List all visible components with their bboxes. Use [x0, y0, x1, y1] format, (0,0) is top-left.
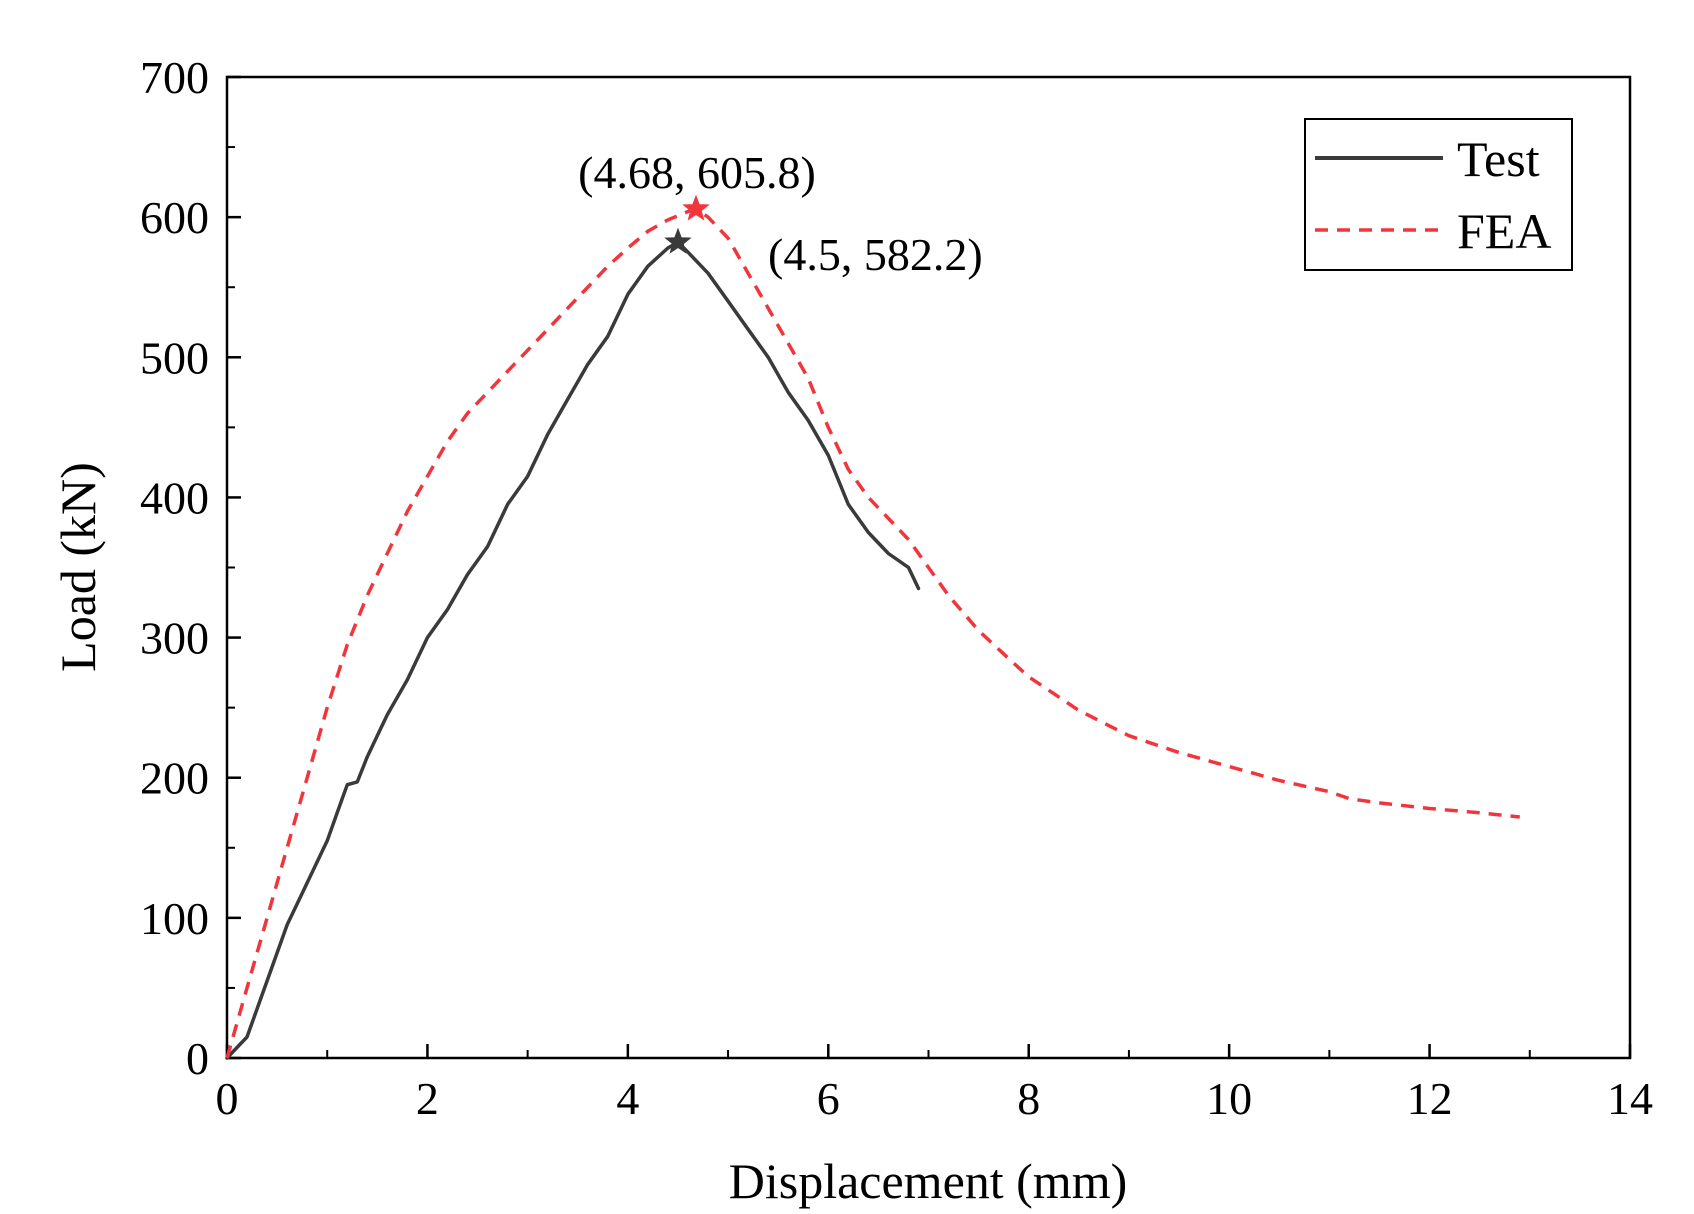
peak-markers	[664, 194, 710, 254]
y-tick-label: 200	[140, 753, 209, 804]
axis-ticks	[225, 75, 1632, 1060]
y-tick-label: 700	[140, 52, 209, 103]
x-tick-label: 2	[416, 1073, 439, 1124]
x-tick-label: 14	[1607, 1073, 1653, 1124]
x-tick-label: 8	[1017, 1073, 1040, 1124]
y-tick-label: 600	[140, 192, 209, 243]
fea-peak-annotation: (4.68, 605.8)	[578, 147, 816, 198]
y-tick-label: 400	[140, 472, 209, 523]
y-tick-label: 100	[140, 893, 209, 944]
series-line-fea	[225, 207, 1520, 1059]
legend-box	[1304, 118, 1573, 271]
x-tick-label: 12	[1407, 1073, 1453, 1124]
y-tick-label: 0	[186, 1033, 209, 1084]
legend-label-test: Test	[1457, 131, 1540, 187]
x-tick-label: 6	[817, 1073, 840, 1124]
peak-star-fea	[682, 194, 710, 221]
series-line-test	[225, 240, 921, 1060]
series-lines	[225, 207, 1520, 1060]
test-peak-annotation: (4.5, 582.2)	[768, 229, 983, 280]
x-tick-label: 10	[1206, 1073, 1252, 1124]
legend-label-fea: FEA	[1457, 203, 1551, 259]
y-tick-label: 300	[140, 613, 209, 664]
legend: Test FEA	[1304, 118, 1573, 271]
axis-tick-labels: 0 2 4 6 8 10 12 14 0 100 200 300 400 500 600 700	[140, 52, 1653, 1124]
x-axis-title: Displacement (mm)	[729, 1153, 1128, 1209]
y-axis-title: Load (kN)	[50, 462, 106, 672]
peak-star-test	[664, 227, 692, 254]
y-tick-label: 500	[140, 332, 209, 383]
x-tick-label: 4	[616, 1073, 639, 1124]
x-tick-label: 0	[216, 1073, 239, 1124]
